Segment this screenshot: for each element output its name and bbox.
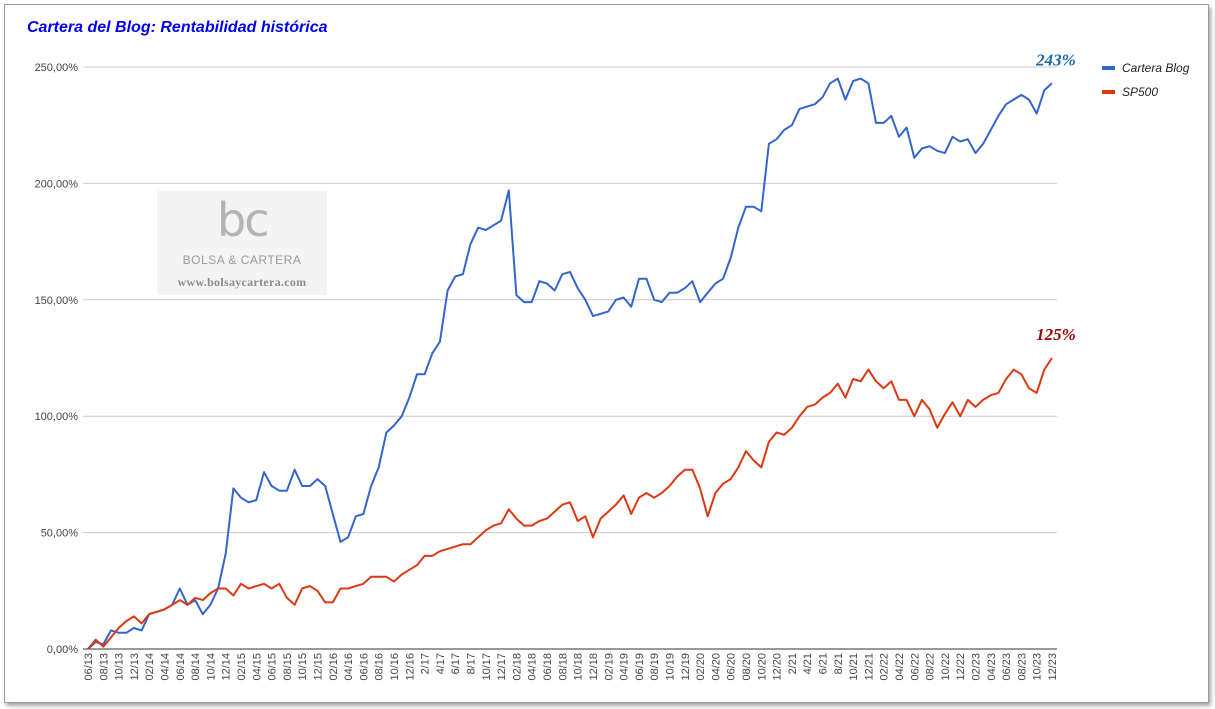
x-tick-label: 06/16 — [358, 653, 370, 681]
x-tick-label: 12/18 — [588, 653, 600, 681]
x-tick-label: 08/18 — [557, 653, 569, 681]
x-tick-label: 12/14 — [221, 653, 233, 681]
x-tick-label: 06/19 — [634, 653, 646, 681]
x-tick-label: 06/23 — [1001, 653, 1013, 681]
x-tick-label: 8/21 — [833, 653, 845, 674]
x-tick-label: 04/23 — [986, 653, 998, 681]
y-tick-label: 200,00% — [35, 178, 79, 190]
x-tick-label: 12/19 — [680, 653, 692, 681]
series-line-cartera-blog — [87, 77, 1053, 650]
y-tick-label: 250,00% — [35, 62, 79, 74]
x-tick-label: 02/18 — [511, 653, 523, 681]
x-tick-label: 4/21 — [802, 653, 814, 674]
x-tick-label: 08/13 — [98, 653, 110, 681]
x-tick-label: 12/16 — [404, 653, 416, 681]
chart-frame: Cartera del Blog: Rentabilidad histórica… — [4, 4, 1209, 703]
watermark-name: BOLSA & CARTERA — [182, 253, 302, 267]
watermark-logo: bc BOLSA & CARTERA www.bolsaycartera.com — [157, 191, 327, 295]
x-tick-label: 4/17 — [435, 653, 447, 674]
x-axis-ticks: 06/13 08/13 10/13 12/13 02/14 04/14 06/14 08/14… — [83, 653, 1059, 681]
annotation-cartera-blog: 243% — [1035, 50, 1076, 69]
x-tick-label: 10/17 — [481, 653, 493, 681]
x-tick-label: 12/23 — [1047, 653, 1059, 681]
x-tick-label: 10/20 — [756, 653, 768, 681]
x-tick-label: 08/23 — [1016, 653, 1028, 681]
x-tick-label: 08/22 — [925, 653, 937, 681]
x-tick-label: 04/14 — [160, 653, 172, 681]
y-axis-ticks: 0,00% 50,00% 100,00% 150,00% 200,00% 250,00% — [35, 62, 79, 656]
x-tick-label: 10/21 — [848, 653, 860, 681]
y-tick-label: 0,00% — [47, 644, 78, 656]
legend-label-sp500: SP500 — [1122, 85, 1158, 99]
x-tick-label: 02/23 — [970, 653, 982, 681]
x-tick-label: 2/21 — [787, 653, 799, 674]
x-tick-label: 10/22 — [940, 653, 952, 681]
x-tick-label: 08/14 — [190, 653, 202, 681]
legend: Cartera Blog SP500 — [1102, 61, 1190, 99]
y-tick-label: 50,00% — [41, 528, 79, 540]
x-tick-label: 02/16 — [328, 653, 340, 681]
x-tick-label: 12/17 — [496, 653, 508, 681]
x-tick-label: 04/15 — [251, 653, 263, 681]
x-tick-label: 12/21 — [863, 653, 875, 681]
series-line-sp500 — [87, 357, 1053, 650]
annotations: 243% 125% — [1035, 50, 1076, 344]
x-tick-label: 08/15 — [282, 653, 294, 681]
x-tick-label: 8/17 — [466, 653, 478, 674]
y-tick-label: 150,00% — [35, 295, 79, 307]
x-tick-label: 04/18 — [527, 653, 539, 681]
x-tick-label: 06/15 — [267, 653, 279, 681]
x-tick-label: 12/15 — [313, 653, 325, 681]
x-tick-label: 04/19 — [619, 653, 631, 681]
annotation-sp500: 125% — [1036, 325, 1076, 344]
watermark-url: www.bolsaycartera.com — [177, 275, 307, 289]
x-tick-label: 08/16 — [374, 653, 386, 681]
x-tick-label: 12/20 — [772, 653, 784, 681]
watermark-bc-letters: bc — [217, 193, 269, 247]
x-tick-label: 06/22 — [909, 653, 921, 681]
x-tick-label: 02/14 — [144, 653, 156, 681]
x-tick-label: 04/16 — [343, 653, 355, 681]
x-tick-label: 08/20 — [741, 653, 753, 681]
x-tick-label: 06/14 — [175, 653, 187, 681]
x-tick-label: 10/13 — [114, 653, 126, 681]
gridlines — [83, 66, 1057, 650]
x-tick-label: 6/17 — [450, 653, 462, 674]
x-tick-label: 2/17 — [420, 653, 432, 674]
x-tick-label: 02/22 — [879, 653, 891, 681]
x-tick-label: 02/19 — [603, 653, 615, 681]
y-tick-label: 100,00% — [35, 411, 79, 423]
x-tick-label: 04/22 — [894, 653, 906, 681]
chart-title: Cartera del Blog: Rentabilidad histórica — [27, 19, 328, 36]
x-tick-label: 10/19 — [664, 653, 676, 681]
series-lines — [87, 77, 1053, 650]
legend-swatch-cartera-blog — [1102, 66, 1115, 70]
x-tick-label: 06/20 — [726, 653, 738, 681]
x-tick-label: 02/20 — [695, 653, 707, 681]
x-tick-label: 12/13 — [129, 653, 141, 681]
x-tick-label: 10/14 — [205, 653, 217, 681]
x-tick-label: 06/18 — [542, 653, 554, 681]
x-tick-label: 10/15 — [297, 653, 309, 681]
line-chart: 0,00%50,00%100,00%150,00%200,00%250,00% … — [35, 50, 1190, 681]
x-tick-label: 06/13 — [83, 653, 95, 681]
legend-label-cartera-blog: Cartera Blog — [1122, 61, 1190, 75]
x-tick-label: 10/18 — [573, 653, 585, 681]
x-tick-label: 12/22 — [955, 653, 967, 681]
legend-swatch-sp500 — [1102, 90, 1115, 94]
x-tick-label: 10/16 — [389, 653, 401, 681]
x-tick-label: 08/19 — [649, 653, 661, 681]
x-tick-label: 02/15 — [236, 653, 248, 681]
x-tick-label: 6/21 — [817, 653, 829, 674]
x-tick-label: 04/20 — [710, 653, 722, 681]
x-tick-label: 10/23 — [1032, 653, 1044, 681]
